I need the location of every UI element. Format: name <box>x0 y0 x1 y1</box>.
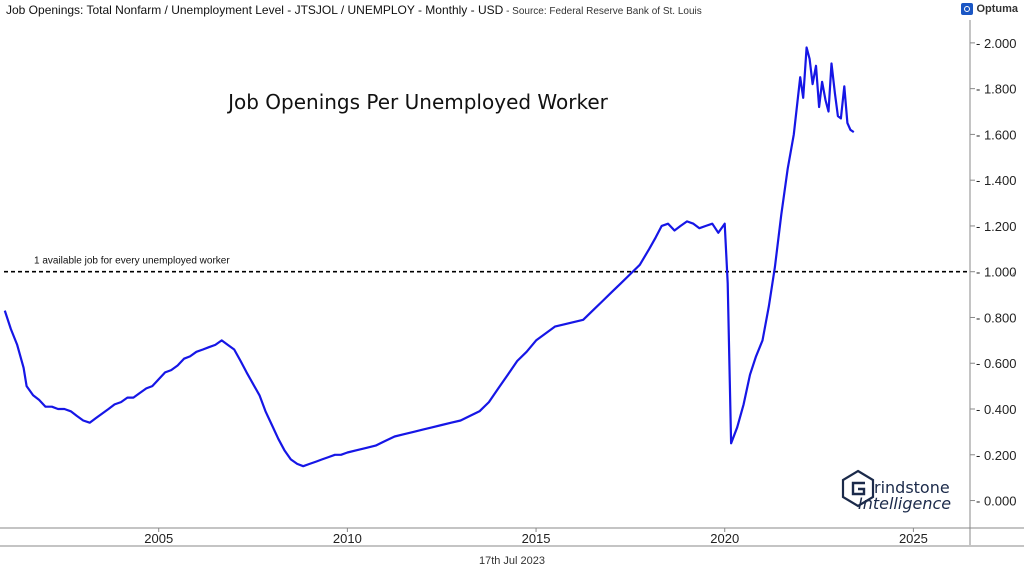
plot-frame <box>0 20 1024 547</box>
series-description: Job Openings: Total Nonfarm / Unemployme… <box>6 3 504 17</box>
reference-line-group: 1 available job for every unemployed wor… <box>4 256 970 273</box>
chart-title: Job Openings Per Unemployed Worker <box>226 90 609 114</box>
date-label: 17th Jul 2023 <box>479 555 545 567</box>
series-line <box>3 46 855 468</box>
watermark-line1: rindstone <box>874 478 950 497</box>
y-tick-label: - 1.600 <box>976 127 1016 142</box>
brand-name: Optuma <box>976 3 1018 15</box>
x-axis: 2005 2010 2015 2020 2025 <box>144 528 928 546</box>
y-tick-label: - 1.200 <box>976 219 1016 234</box>
source-note: - Source: Federal Reserve Bank of St. Lo… <box>503 6 702 17</box>
chart-header-title: Job Openings: Total Nonfarm / Unemployme… <box>6 3 702 17</box>
y-tick-label: - 1.400 <box>976 173 1016 188</box>
grindstone-g-icon <box>851 481 866 496</box>
reference-line-label: 1 available job for every unemployed wor… <box>34 256 230 267</box>
y-tick-label: - 1.000 <box>976 265 1016 280</box>
y-tick-label: - 2.000 <box>976 36 1016 51</box>
y-tick-label: - 0.800 <box>976 310 1016 325</box>
y-tick-label: - 1.800 <box>976 82 1016 97</box>
x-tick-label: 2025 <box>899 531 928 546</box>
x-tick-label: 2010 <box>333 531 362 546</box>
chart-header: Job Openings: Total Nonfarm / Unemployme… <box>0 0 1024 20</box>
x-tick-label: 2015 <box>522 531 551 546</box>
y-tick-label: - 0.200 <box>976 448 1016 463</box>
grindstone-hexagon-icon <box>841 469 875 508</box>
optuma-logo-icon <box>961 3 974 15</box>
y-tick-label: - 0.000 <box>976 494 1016 509</box>
grindstone-watermark: rindstone Intelligence <box>841 469 951 513</box>
x-tick-label: 2020 <box>710 531 739 546</box>
watermark-line2: Intelligence <box>858 494 951 513</box>
y-axis: - 0.000 - 0.200 - 0.400 - 0.600 - 0.800 - 1.0… <box>970 36 1016 509</box>
optuma-brand: Optuma <box>961 3 1018 15</box>
series-group <box>3 46 855 468</box>
y-tick-label: - 0.400 <box>976 402 1016 417</box>
x-tick-label: 2005 <box>144 531 173 546</box>
y-tick-label: - 0.600 <box>976 356 1016 371</box>
axis-scroll-arrow[interactable]: ‹ <box>1012 269 1016 280</box>
